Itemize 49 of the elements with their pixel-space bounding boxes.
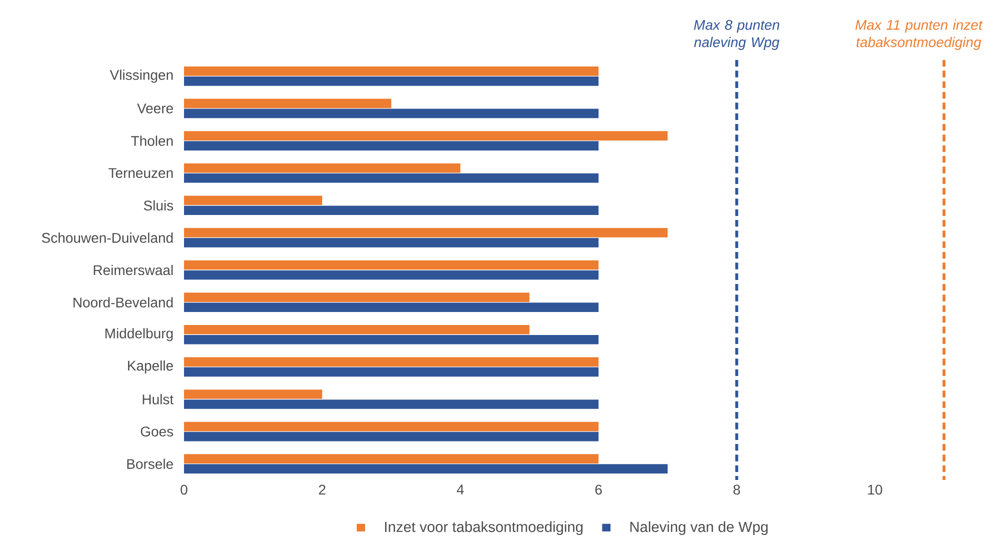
legend-label: Naleving van de Wpg <box>630 521 768 535</box>
x-tick-label: 0 <box>180 484 188 494</box>
y-tick-label: Goes <box>140 426 174 436</box>
x-tick-label: 6 <box>595 484 602 494</box>
bar <box>184 238 599 248</box>
bar <box>184 130 668 140</box>
bar <box>184 76 599 86</box>
bar <box>184 422 599 432</box>
x-tick-label: 2 <box>319 484 326 494</box>
x-tick-label: 10 <box>868 484 882 494</box>
y-tick-label: Middelburg <box>105 328 173 341</box>
y-tick-label: Sluis <box>144 200 174 210</box>
ref-line-label: Max 11 punten inzet tabaksontmoediging <box>855 19 983 50</box>
y-tick-label: Terneuzen <box>108 168 173 178</box>
bar <box>184 98 392 108</box>
bar <box>184 454 599 464</box>
bar <box>184 399 599 409</box>
y-tick-label: Borsele <box>127 458 173 469</box>
legend-label: Inzet voor tabaksontmoediging <box>385 521 583 535</box>
bar <box>184 357 599 366</box>
bar <box>184 163 460 173</box>
bar <box>184 367 599 376</box>
y-tick-label: Hulst <box>142 394 174 404</box>
ref-line-label: Max 8 punten naleving Wpg <box>694 20 780 50</box>
y-tick-label: Schouwen-Duiveland <box>42 232 173 243</box>
y-tick-label: Reimerswaal <box>94 264 173 275</box>
bar <box>184 270 599 280</box>
bar <box>184 140 599 150</box>
bar <box>184 206 599 215</box>
y-tick-label: Noord-Beveland <box>74 297 173 308</box>
bar <box>184 334 599 344</box>
bar <box>184 432 599 442</box>
y-tick-label: Veere <box>137 103 173 114</box>
y-tick-label: Vlissingen <box>110 69 173 83</box>
bar <box>184 260 599 270</box>
bar <box>184 108 599 118</box>
y-tick-label: Kapelle <box>128 360 173 374</box>
bar <box>184 228 668 238</box>
bar <box>184 324 530 334</box>
x-tick-label: 8 <box>733 484 740 494</box>
bar <box>184 302 599 312</box>
bar <box>184 66 599 76</box>
bar <box>184 196 322 205</box>
x-tick-label: 4 <box>456 484 464 494</box>
bar <box>184 464 668 474</box>
bar <box>184 292 530 302</box>
y-tick-label: Tholen <box>131 135 173 146</box>
bar <box>184 389 322 399</box>
bar <box>184 173 599 183</box>
